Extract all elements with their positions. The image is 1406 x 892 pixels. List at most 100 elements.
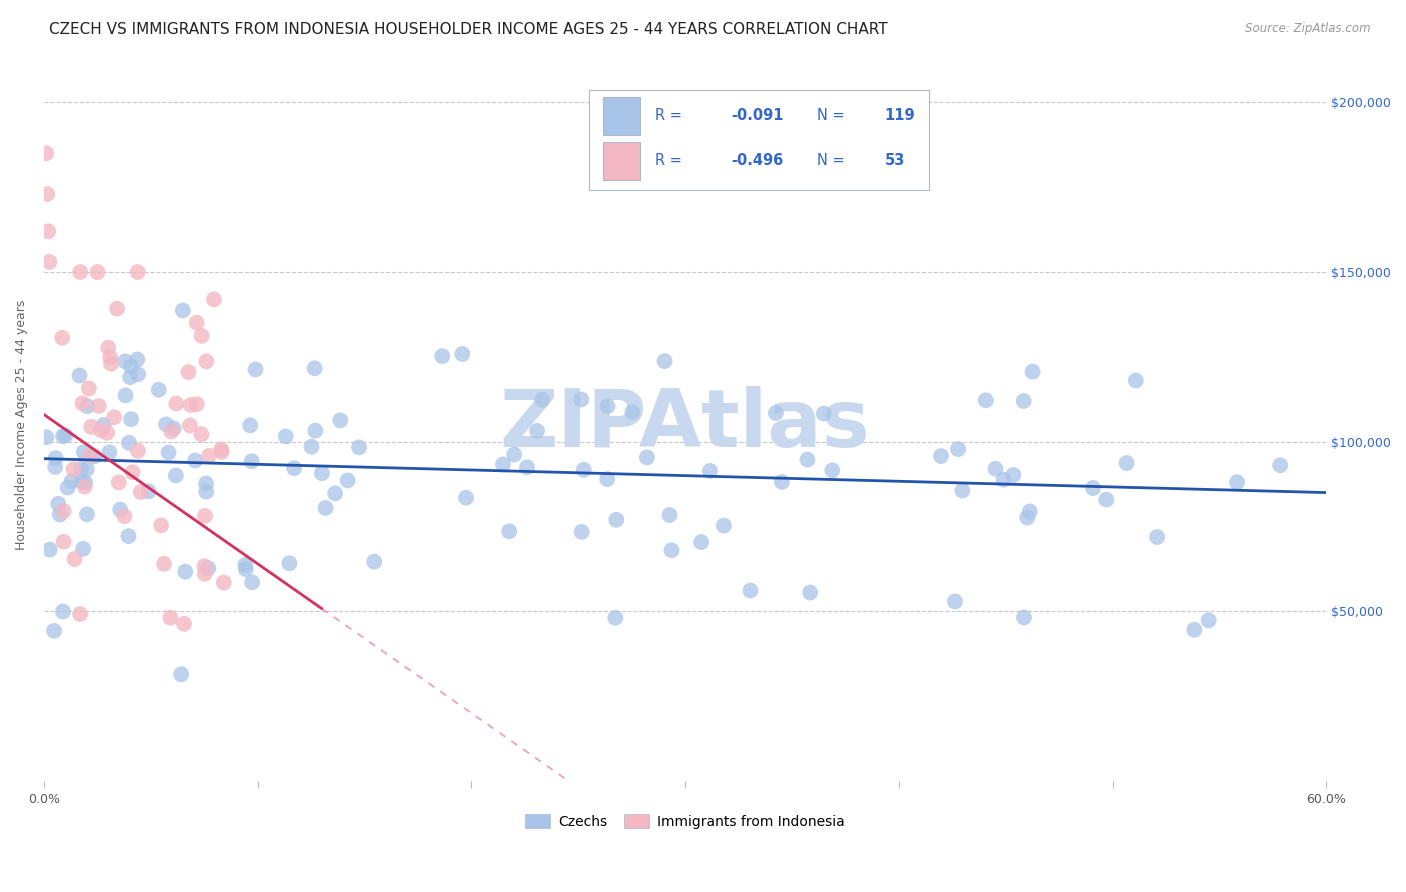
Point [1002,467,1025,482]
Point [198,449,221,463]
Point [62,462,84,476]
Point [75,475,97,490]
Point [1125,374,1147,388]
Point [571,524,593,539]
Point [83,449,105,463]
Point [197,561,219,575]
Point [329,413,352,427]
Point [120,359,142,374]
Point [1018,504,1040,518]
Point [283,461,305,475]
Point [1012,610,1035,624]
Point [1182,623,1205,637]
Point [323,486,346,500]
Point [1226,475,1249,490]
Point [127,443,149,458]
Point [73,445,96,459]
Point [498,524,520,539]
Point [100,357,122,371]
Point [1081,481,1104,495]
Point [46,497,69,511]
Point [190,427,212,442]
Point [596,472,619,486]
Point [117,529,139,543]
Point [770,475,793,489]
Point [240,454,263,468]
Point [569,392,592,407]
Point [173,616,195,631]
Point [76,508,98,522]
Point [572,463,595,477]
Point [37,187,59,202]
Point [114,354,136,368]
Point [451,347,474,361]
Point [155,417,177,432]
Point [605,513,627,527]
Point [190,329,212,343]
Point [821,463,844,477]
Point [129,485,152,500]
Point [274,429,297,443]
Point [52,504,75,518]
Point [347,441,370,455]
Point [49,508,72,522]
Point [363,555,385,569]
Point [233,558,256,572]
Point [235,562,257,576]
Point [172,303,194,318]
Point [98,351,121,365]
Point [245,362,267,376]
Point [654,354,676,368]
Point [531,392,554,407]
Point [121,465,143,479]
Point [1012,394,1035,409]
Point [179,418,201,433]
Point [301,440,323,454]
Point [103,410,125,425]
Point [699,464,721,478]
Point [105,301,128,316]
Point [311,466,333,480]
Point [38,255,60,269]
Point [195,484,218,499]
Point [184,453,207,467]
Point [37,224,59,238]
Point [336,474,359,488]
Point [118,435,141,450]
Point [605,611,627,625]
Point [195,476,218,491]
Point [1017,510,1039,524]
Point [127,352,149,367]
Point [240,575,263,590]
Point [315,500,337,515]
Point [60,474,83,488]
Point [150,518,173,533]
Point [52,534,75,549]
Point [55,428,77,442]
Point [180,398,202,412]
Point [127,368,149,382]
Point [596,399,619,413]
Point [212,575,235,590]
Point [174,565,197,579]
Point [52,605,75,619]
Point [209,442,232,457]
Point [239,418,262,433]
Point [177,365,200,379]
Point [108,502,131,516]
Point [97,341,120,355]
Point [69,265,91,279]
Point [929,449,952,463]
Point [740,583,762,598]
Point [186,316,208,330]
Point [1146,530,1168,544]
Point [72,396,94,410]
Point [194,566,217,581]
Point [76,399,98,413]
Point [120,412,142,426]
Point [138,484,160,499]
Point [35,430,58,444]
Point [1270,458,1292,473]
Point [80,419,103,434]
Point [1198,613,1220,627]
